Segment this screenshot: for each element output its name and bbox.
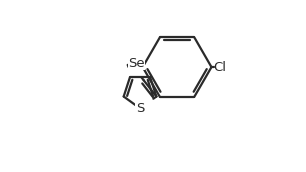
Text: Se: Se	[128, 57, 145, 71]
Text: Cl: Cl	[214, 61, 226, 74]
Text: S: S	[136, 102, 144, 115]
